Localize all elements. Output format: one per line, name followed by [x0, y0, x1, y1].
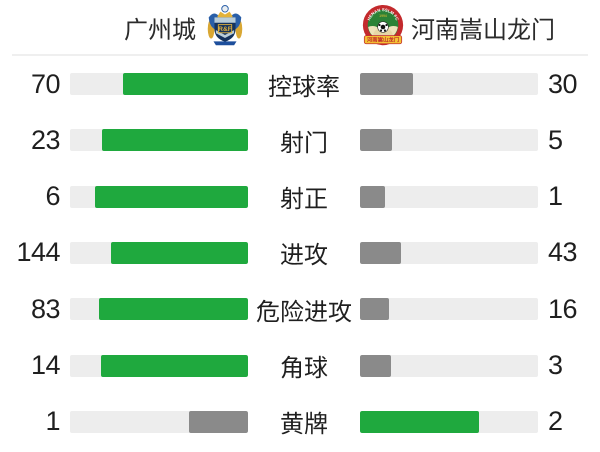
home-value: 144 — [16, 237, 60, 268]
stat-label: 黄牌 — [280, 411, 328, 439]
match-header: 广州城 R&F — [0, 0, 600, 54]
away-value: 5 — [548, 124, 563, 155]
away-value: 2 — [548, 406, 563, 437]
home-bar — [70, 354, 248, 377]
away-value: 3 — [548, 350, 563, 381]
home-bar-fill — [95, 185, 248, 208]
stat-label: 进攻 — [280, 242, 328, 270]
away-value: 30 — [548, 68, 578, 99]
home-bar-fill — [101, 129, 248, 152]
home-value: 1 — [45, 406, 60, 437]
stat-row-shots-on-target: 6 射正 1 — [0, 169, 600, 225]
away-bar — [360, 298, 538, 321]
stat-row-possession: 70 控球率 30 — [0, 56, 600, 112]
home-bar — [70, 73, 248, 96]
stat-label: 危险进攻 — [256, 298, 352, 326]
home-bar — [70, 129, 248, 152]
away-crest-year: 1994 — [379, 14, 387, 18]
away-bar-fill — [360, 298, 389, 321]
home-bar-fill — [110, 241, 248, 264]
away-bar — [360, 185, 538, 208]
away-bar-fill — [360, 354, 392, 377]
home-team-name: 广州城 — [124, 16, 196, 44]
away-bar-fill — [360, 241, 401, 264]
home-value: 23 — [30, 124, 61, 155]
stat-label: 射正 — [280, 186, 328, 214]
stat-row-dangerous-attacks: 83 危险进攻 16 — [0, 281, 600, 337]
home-bar-fill — [188, 410, 248, 433]
home-bar — [70, 241, 248, 264]
away-value: 43 — [548, 237, 578, 268]
stat-row-yellow-cards: 1 黄牌 2 — [0, 394, 600, 450]
header-divider — [12, 54, 588, 56]
home-bar — [70, 410, 248, 433]
stat-row-attacks: 144 进攻 43 — [0, 225, 600, 281]
stat-row-corners: 14 角球 3 — [0, 337, 600, 393]
home-bar — [70, 185, 248, 208]
away-team-name: 河南嵩山龙门 — [411, 16, 555, 44]
stat-label: 角球 — [280, 355, 328, 383]
stat-row-shots: 23 射门 5 — [0, 112, 600, 168]
stat-label: 射门 — [280, 129, 328, 157]
home-value: 70 — [30, 68, 61, 99]
away-bar-fill — [360, 129, 392, 152]
home-bar — [70, 298, 248, 321]
away-crest-banner-text: 河南嵩山龙门 — [366, 36, 399, 44]
away-value: 1 — [548, 181, 563, 212]
home-team-crest-icon: R&F — [202, 3, 248, 51]
away-bar — [360, 241, 538, 264]
home-bar-fill — [123, 73, 248, 96]
home-team-block: 广州城 R&F — [0, 3, 248, 51]
home-bar-fill — [101, 354, 248, 377]
away-bar — [360, 73, 538, 96]
home-value: 14 — [30, 350, 61, 381]
home-crest-monogram: R&F — [218, 26, 232, 33]
away-bar-fill — [360, 185, 386, 208]
away-team-block: HENAN SSLM FC 1994 河南嵩山龙门 — [360, 3, 600, 51]
away-bar — [360, 129, 538, 152]
away-bar — [360, 410, 538, 433]
home-bar-fill — [98, 298, 248, 321]
away-bar-fill — [360, 73, 414, 96]
away-team-crest-icon: HENAN SSLM FC 1994 河南嵩山龙门 — [360, 3, 406, 51]
home-value: 83 — [30, 293, 61, 324]
stats-list: 70 控球率 30 23 射门 5 6 射正 1 144 进攻 43 — [0, 56, 600, 450]
away-bar — [360, 354, 538, 377]
home-value: 6 — [45, 181, 60, 212]
stat-label: 控球率 — [268, 73, 340, 101]
away-value: 16 — [548, 293, 578, 324]
away-bar-fill — [360, 410, 479, 433]
